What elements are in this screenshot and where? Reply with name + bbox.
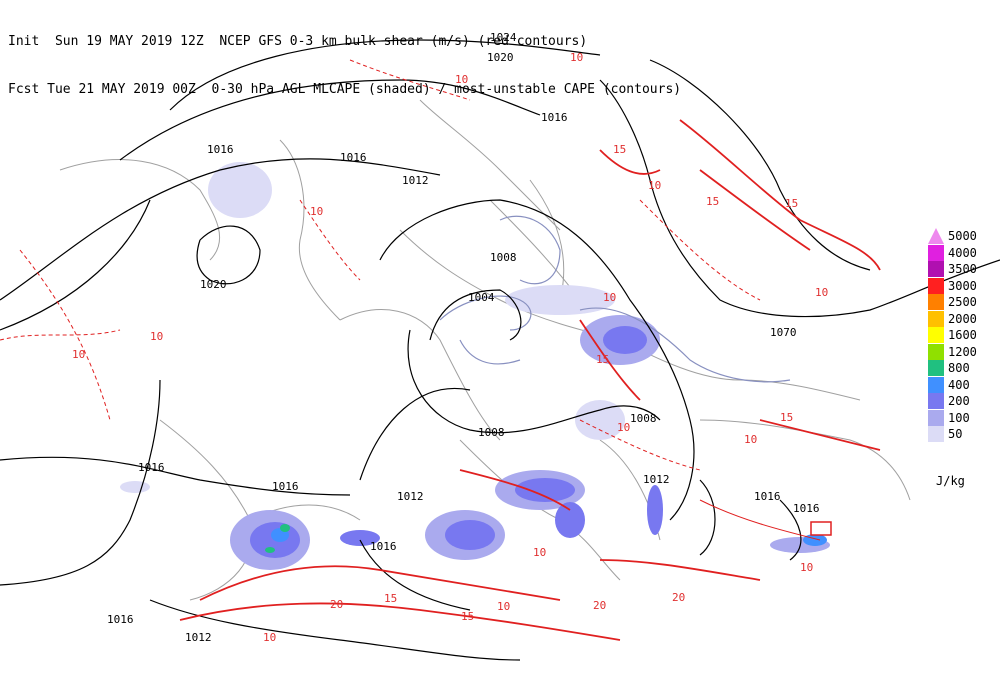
legend-label: 50 (948, 427, 963, 441)
shear-label: 15 (780, 411, 793, 424)
isobar-label: 1016 (107, 613, 134, 626)
legend-swatch (928, 310, 944, 327)
legend-label: 2500 (948, 295, 977, 309)
legend-item: 2000 (928, 310, 998, 327)
shear-label: 10 (455, 73, 468, 86)
shear-label: 10 (815, 286, 828, 299)
legend-label: 100 (948, 410, 970, 425)
legend-item: 3000 (928, 277, 998, 294)
isobar-label: 1008 (630, 412, 657, 425)
legend-swatch (928, 244, 944, 261)
legend-item: 100 (928, 409, 998, 426)
isobar-label: 1008 (478, 426, 505, 439)
legend-label: 200 (948, 394, 970, 408)
shear-label: 10 (150, 330, 163, 343)
legend-label: 1200 (948, 344, 977, 359)
legend-item: 1200 (928, 343, 998, 360)
shear-label: 10 (648, 179, 661, 192)
isobar-label: 1016 (793, 502, 820, 515)
isobar-label: 1016 (207, 143, 234, 156)
legend-item: 800 (928, 360, 998, 376)
shear-label: 10 (497, 600, 510, 613)
isobar-label: 1016 (370, 540, 397, 553)
legend-label: 800 (948, 361, 970, 375)
shear-label: 10 (310, 205, 323, 218)
legend-swatch (928, 393, 944, 409)
shear-label: 10 (617, 421, 630, 434)
isobar-label: 1012 (643, 473, 670, 486)
legend-label: 1600 (948, 328, 977, 342)
shear-label: 15 (613, 143, 626, 156)
isobar-label: 1016 (754, 490, 781, 503)
isobar-label: 1012 (402, 174, 429, 187)
shear-label: 10 (263, 631, 276, 644)
legend-item: 400 (928, 376, 998, 393)
isobar-label: 1016 (340, 151, 367, 164)
shear-label: 10 (570, 51, 583, 64)
isobar-label: 1020 (200, 278, 227, 291)
legend-item: 5000 (928, 228, 998, 244)
legend-item: 50 (928, 426, 998, 442)
legend-swatch (928, 277, 944, 294)
isobar-label: 1012 (397, 490, 424, 503)
shear-label: 15 (461, 610, 474, 623)
legend-item: 2500 (928, 294, 998, 310)
isobar-label: 1016 (272, 480, 299, 493)
legend-label: 2000 (948, 311, 977, 326)
legend-swatch (928, 294, 944, 310)
isobar-labels: 1024 1020 1016 1016 1016 1012 1008 1004 … (107, 31, 820, 644)
shear-contours (0, 59, 881, 641)
shear-label: 10 (533, 546, 546, 559)
legend-item: 4000 (928, 244, 998, 261)
legend-swatch (928, 376, 944, 393)
legend-swatch (928, 261, 944, 277)
shear-label: 10 (603, 291, 616, 304)
isobar-label: 1020 (487, 51, 514, 64)
isobar-label: 1070 (770, 326, 797, 339)
shear-label: 10 (744, 433, 757, 446)
legend-label: 4000 (948, 245, 977, 260)
isobar-label: 1024 (490, 31, 517, 44)
legend-label: 5000 (948, 229, 977, 243)
isobar-label: 1008 (490, 251, 517, 264)
legend-label: 3000 (948, 278, 977, 293)
shear-label: 15 (384, 592, 397, 605)
legend-swatch (928, 228, 944, 244)
legend-swatch (928, 327, 944, 343)
legend-swatch (928, 360, 944, 376)
isobar-label: 1016 (138, 461, 165, 474)
legend-swatch (928, 409, 944, 426)
shear-label: 15 (706, 195, 719, 208)
header-line-1: Init Sun 19 MAY 2019 12Z NCEP GFS 0-3 km… (8, 34, 588, 49)
legend-item: 3500 (928, 261, 998, 277)
legend-label: 3500 (948, 262, 977, 276)
isobar-label: 1012 (185, 631, 212, 644)
legend-label: 400 (948, 377, 970, 392)
legend-item: 200 (928, 393, 998, 409)
shear-label: 20 (330, 598, 343, 611)
shear-label: 15 (785, 197, 798, 210)
shear-label: 15 (596, 353, 609, 366)
shear-label: 20 (593, 599, 606, 612)
shear-label: 10 (800, 561, 813, 574)
legend-swatch (928, 426, 944, 442)
shear-label: 20 (672, 591, 685, 604)
mucape-contours (439, 215, 791, 383)
isobar-label: 1016 (541, 111, 568, 124)
shear-labels: 10 10 10 10 10 15 10 15 10 15 15 10 10 1… (72, 51, 828, 644)
legend-swatch (928, 343, 944, 360)
header-line-2: Fcst Tue 21 MAY 2019 00Z 0-30 hPa AGL ML… (8, 82, 682, 97)
cape-shading (120, 162, 830, 570)
header: Init Sun 19 MAY 2019 12Z NCEP GFS 0-3 km… (8, 2, 681, 114)
legend-item: 1600 (928, 327, 998, 343)
shear-label: 10 (72, 348, 85, 361)
legend-unit: J/kg (936, 474, 965, 488)
highlight-box (810, 521, 832, 536)
isobar-label: 1004 (468, 291, 495, 304)
isobars (0, 39, 1000, 661)
